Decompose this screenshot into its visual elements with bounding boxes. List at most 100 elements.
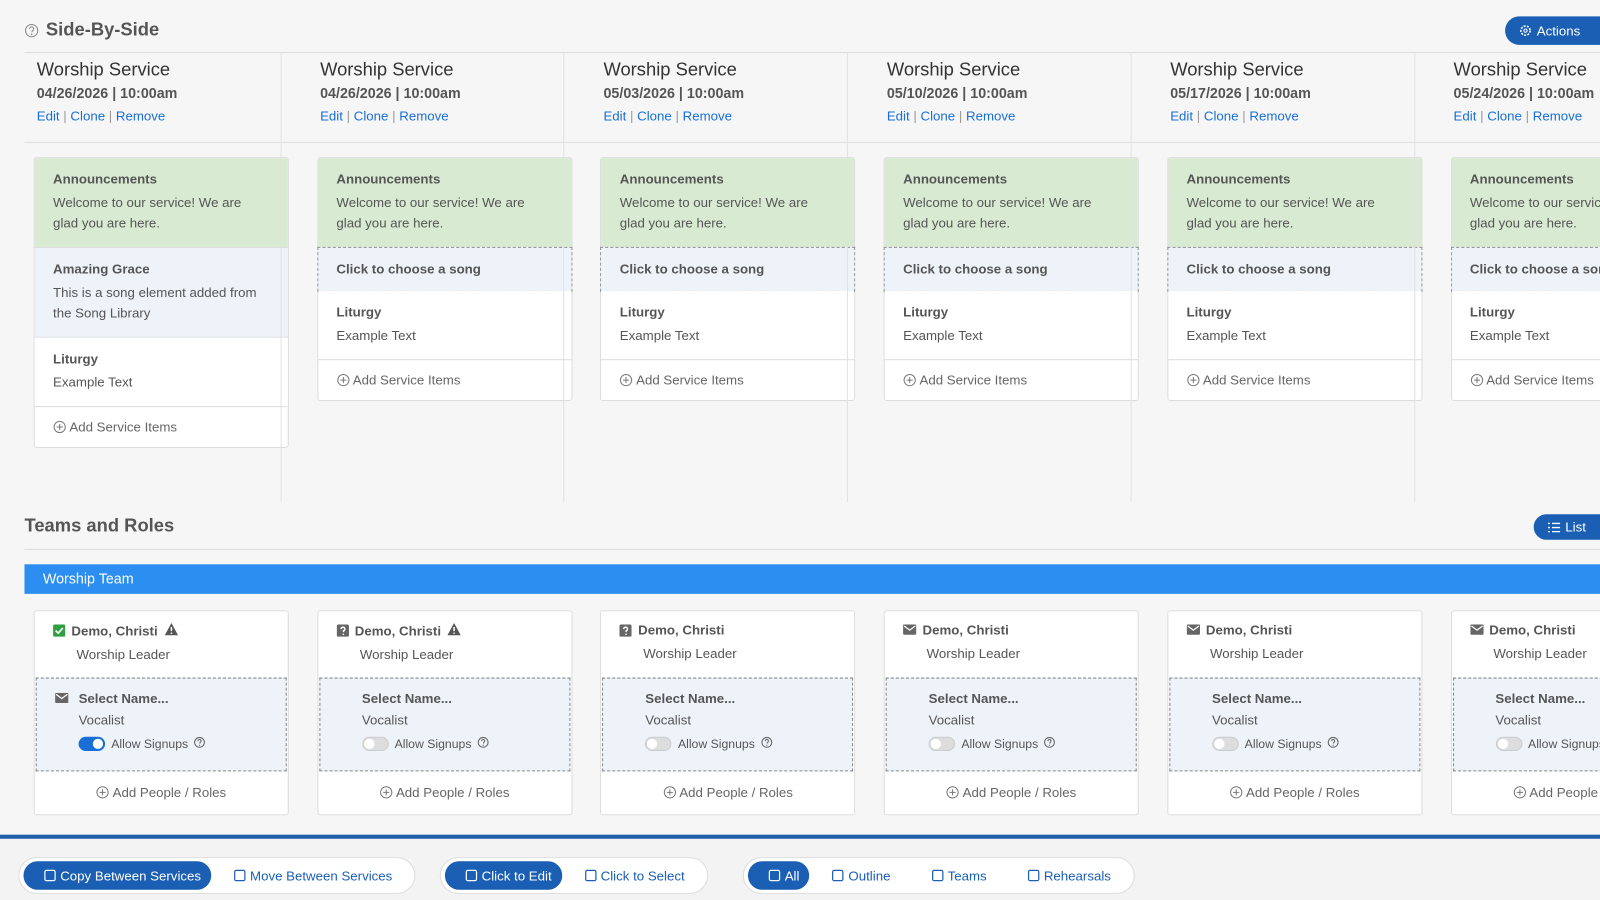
add-service-items[interactable]: Add Service Items (318, 360, 571, 400)
service-item[interactable]: Announcements Welcome to our service! We … (318, 158, 572, 248)
service-link[interactable]: Remove (1532, 108, 1583, 124)
add-service-items[interactable]: Add Service Items (885, 360, 1138, 400)
toolbar-button[interactable]: Click to Edit (444, 861, 562, 890)
service-item[interactable]: Liturgy Example Text (1168, 290, 1422, 361)
service-link[interactable]: Clone (1203, 108, 1239, 124)
service-link[interactable]: Remove (966, 108, 1016, 124)
switch[interactable] (645, 736, 672, 752)
list-button[interactable]: List (1533, 514, 1600, 540)
add-people[interactable]: Add People / Roles (601, 771, 854, 812)
toolbar-button[interactable]: Copy Between Services (23, 861, 212, 890)
item-text: This is a song element added from the So… (53, 284, 257, 321)
song-placeholder[interactable]: Click to choose a song (883, 246, 1139, 292)
switch[interactable] (361, 736, 389, 752)
service-link[interactable]: Remove (1249, 108, 1299, 124)
service-title: Worship Service (36, 59, 171, 80)
divider (24, 141, 1600, 143)
service-item[interactable]: Announcements Welcome to our service! We … (884, 158, 1138, 248)
song-placeholder[interactable]: Click to choose a song (317, 246, 573, 292)
add-people[interactable]: Add People / Roles (35, 771, 288, 812)
service-item[interactable]: Liturgy Example Text (34, 337, 288, 408)
service-link[interactable]: Clone (1487, 108, 1522, 124)
service-link[interactable]: Remove (682, 108, 733, 124)
link-separator: | (1521, 108, 1533, 124)
add-service-items[interactable]: Add Service Items (1452, 360, 1600, 400)
help-icon[interactable] (1044, 736, 1056, 748)
open-slot[interactable]: Select Name... Vocalist Allow Signups (35, 677, 287, 772)
item-text: Example Text (1186, 327, 1266, 343)
service-link[interactable]: Clone (637, 108, 672, 124)
toolbar-button[interactable]: Rehearsals (1009, 861, 1129, 890)
service-item[interactable]: Liturgy Example Text (601, 290, 855, 361)
toolbar-button[interactable]: Click to Select (566, 861, 703, 890)
service-link[interactable]: Edit (603, 108, 627, 124)
open-slot[interactable]: Select Name... Vocalist Allow Signups (885, 677, 1137, 772)
role: Worship Leader (643, 645, 737, 662)
actions-button[interactable]: Actions (1505, 16, 1600, 45)
service-link[interactable]: Edit (886, 108, 910, 124)
person[interactable]: Demo, Christi Worship Leader (601, 611, 854, 677)
service-link[interactable]: Edit (36, 108, 60, 124)
add-people[interactable]: Add People / Roles (1168, 771, 1421, 812)
service-link[interactable]: Clone (353, 108, 389, 124)
toolbar-group: All Outline Teams Rehearsals (742, 857, 1135, 894)
switch[interactable] (1212, 736, 1239, 752)
switch[interactable] (1495, 736, 1522, 752)
service-datetime: 05/10/2026 | 10:00am (886, 84, 1028, 102)
item-title: Amazing Grace (53, 261, 150, 277)
service-card: Announcements Welcome to our service! We … (883, 157, 1139, 402)
service-link[interactable]: Clone (920, 108, 956, 124)
service-item[interactable]: Liturgy Example Text (884, 290, 1138, 361)
service-item[interactable]: Liturgy Example Text (1451, 290, 1600, 361)
service-link[interactable]: Remove (399, 108, 449, 124)
help-icon[interactable] (477, 736, 489, 748)
service-item[interactable]: Amazing Grace This is a song element adde… (34, 247, 288, 338)
help-icon[interactable] (761, 736, 772, 748)
service-item[interactable]: Announcements Welcome to our service! We … (1168, 158, 1422, 248)
add-people[interactable]: Add People / Roles (318, 771, 571, 812)
add-service-items[interactable]: Add Service Items (1168, 360, 1421, 400)
service-link[interactable]: Remove (115, 108, 166, 124)
slot-name: Select Name... (55, 691, 267, 706)
service-link[interactable]: Edit (1453, 108, 1477, 124)
song-placeholder[interactable]: Click to choose a song (1450, 246, 1600, 292)
person[interactable]: Demo, Christi Worship Leader (1452, 611, 1600, 677)
toolbar-button[interactable]: All (747, 861, 810, 890)
help-icon[interactable] (194, 736, 206, 748)
switch[interactable] (78, 736, 106, 752)
divider (24, 52, 1600, 54)
song-placeholder[interactable]: Click to choose a song (600, 246, 856, 292)
person[interactable]: Demo, Christi Worship Leader (885, 611, 1138, 677)
service-link[interactable]: Edit (1170, 108, 1194, 124)
add-people[interactable]: Add People / Roles (885, 771, 1138, 812)
service-item[interactable]: Announcements Welcome to our service! We … (1451, 158, 1600, 248)
open-slot[interactable]: Select Name... Vocalist Allow Signups (1169, 677, 1421, 772)
item-text: Welcome to our service! We are glad you … (53, 194, 242, 231)
add-people[interactable]: Add People / Roles (1452, 771, 1600, 812)
toolbar-button[interactable]: Move Between Services (215, 861, 410, 890)
toolbar-button[interactable]: Outline (814, 861, 909, 890)
service-item[interactable]: Liturgy Example Text (318, 290, 572, 361)
switch[interactable] (928, 736, 956, 752)
team-header[interactable]: Worship Team (24, 564, 1600, 594)
help-icon[interactable] (1327, 736, 1339, 748)
open-slot[interactable]: Select Name... Vocalist Allow Signups (319, 677, 571, 772)
open-slot[interactable]: Select Name... Vocalist Allow Signups (1452, 677, 1600, 772)
help-icon[interactable] (24, 23, 39, 38)
open-slot[interactable]: Select Name... Vocalist Allow Signups (602, 677, 854, 772)
service-item[interactable]: Announcements Welcome to our service! We … (601, 158, 855, 248)
add-service-items[interactable]: Add Service Items (35, 407, 288, 447)
service-link[interactable]: Edit (320, 108, 343, 124)
person[interactable]: Demo, Christi Worship Leader (318, 611, 571, 677)
person[interactable]: Demo, Christi Worship Leader (35, 611, 288, 677)
add-label: Add Service Items (1486, 372, 1594, 388)
service-item[interactable]: Announcements Welcome to our service! We … (34, 158, 288, 248)
toolbar-button[interactable]: Teams (913, 861, 1005, 890)
song-placeholder[interactable]: Click to choose a song (1167, 246, 1423, 292)
link-separator: | (342, 108, 354, 124)
person[interactable]: Demo, Christi Worship Leader (1168, 611, 1421, 677)
add-service-items[interactable]: Add Service Items (601, 360, 854, 400)
service-link[interactable]: Clone (70, 108, 106, 124)
link-separator: | (671, 108, 683, 124)
link-separator: | (1238, 108, 1250, 124)
